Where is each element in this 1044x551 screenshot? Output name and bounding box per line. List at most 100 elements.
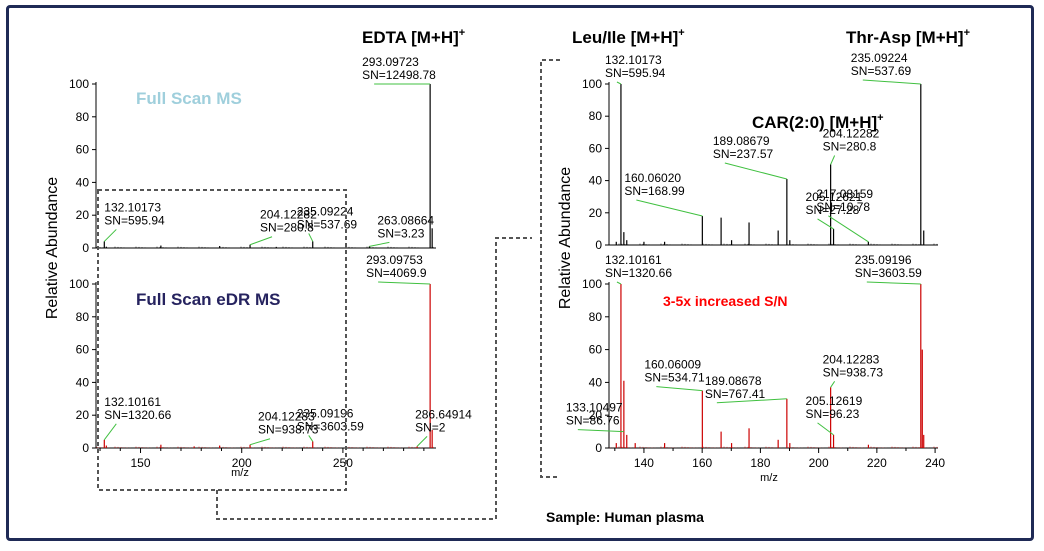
sample-label: Sample: Human plasma [546,509,704,525]
peak-sn: SN=938.73 [823,365,884,379]
zoom-box [97,189,347,491]
y-tick-label: 20 [76,208,90,222]
spectrum-right-top: 020406080100132.10173SN=595.94160.06020S… [582,51,938,252]
header-leu-ile: Leu/Ile [M+H]+ [572,27,685,47]
y-tick-label: 80 [76,310,90,324]
callout-line [103,229,117,242]
y-tick-label: 100 [582,277,602,291]
x-tick-label: 150 [131,456,151,470]
x-tick-label: 250 [333,456,353,470]
peak-mz: 204.12283 [823,352,880,366]
peak-sn: SN=280.8 [260,221,314,235]
y-tick-label: 80 [76,110,90,124]
peak-mz: 132.10173 [104,200,161,214]
peak-mz: 132.10161 [605,253,662,267]
peak-sn: SN=96.23 [806,407,860,421]
peak-sn: SN=1320.66 [605,266,672,280]
baseline-noise [609,243,938,245]
peak-sn: SN=237.57 [713,147,774,161]
callout-line [577,429,624,433]
y-tick-label: 60 [76,343,90,357]
x-tick-label: 180 [750,456,770,470]
peak-sn: SN=595.94 [104,213,165,227]
peak-mz: 235.09196 [297,406,354,420]
peak-sn: SN=534.71 [644,371,705,385]
peak-sn: SN=168.99 [624,184,685,198]
header-edta: EDTA [M+H]+ [362,27,465,47]
peak-mz: 235.09196 [855,253,912,267]
label-full-scan-edr-ms: Full Scan eDR MS [136,290,281,309]
callout-line [656,386,703,392]
peak-sn: SN=4069.9 [366,266,427,280]
x-tick-label: 160 [692,456,712,470]
baseline-noise [609,446,938,448]
peak-sn: SN=27.28 [806,203,860,217]
peak-mz: 205.12619 [806,394,863,408]
y-tick-label: 0 [82,241,89,255]
y-tick-label: 0 [82,441,89,455]
callout-line [636,199,703,217]
callout-line [817,218,834,230]
peak-sn: SN=1320.66 [104,408,171,422]
header-thr-asp: Thr-Asp [M+H]+ [846,27,970,47]
peak-sn: SN=938.73 [258,423,319,437]
callout-line [724,162,787,180]
peak-mz: 286.64914 [415,407,472,421]
peak-mz: 293.09753 [366,253,423,267]
peak-mz: 204.12282 [823,127,880,141]
callout-line [830,155,836,165]
ylabel-left: Relative Abundance [44,177,61,319]
peak-sn: SN=3.23 [377,226,424,240]
x-tick-label: 240 [925,456,945,470]
peak-sn: SN=12498.78 [362,68,436,82]
xlabel-right: m/z [760,472,778,484]
y-tick-label: 40 [76,175,90,189]
peak-mz: 189.08678 [705,374,762,388]
right-bracket [540,59,560,478]
peak-mz: 189.08679 [713,134,770,148]
peak-mz: 205.12621 [806,190,863,204]
callout-line [249,236,273,246]
x-tick-label: 200 [809,456,829,470]
peak-mz: 132.10173 [605,53,662,67]
ylabel-right: Relative Abundance [557,167,574,309]
peak-sn: SN=767.41 [705,387,766,401]
peak-sn: SN=3603.59 [297,419,364,433]
y-tick-label: 20 [76,408,90,422]
x-tick-label: 200 [232,456,252,470]
y-tick-label: 40 [589,375,603,389]
y-tick-label: 0 [595,441,602,455]
callout-line [830,381,836,388]
y-tick-label: 60 [589,343,603,357]
callout-line [308,233,314,242]
callout-line [249,438,271,446]
x-tick-label: 140 [634,456,654,470]
peak-sn: SN=86.76 [566,414,620,428]
callout-line [716,398,787,404]
callout-line [308,435,314,442]
peak-sn: SN=3603.59 [855,266,922,280]
y-tick-label: 60 [76,143,90,157]
y-tick-label: 80 [589,310,603,324]
callout-line [369,241,390,247]
label-increased-sn: 3-5x increased S/N [663,293,788,309]
callout-line [616,81,622,85]
zoom-connectors [97,59,560,520]
x-tick-label: 220 [867,456,887,470]
